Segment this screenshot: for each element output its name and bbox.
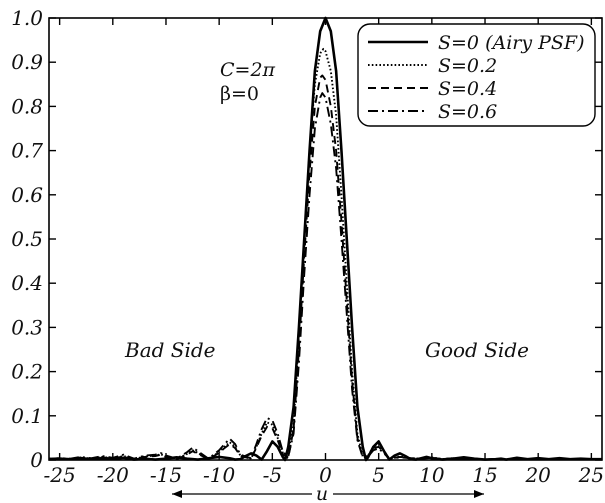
y-tick-label: 0.5 bbox=[11, 227, 43, 251]
x-tick-label: 10 bbox=[419, 463, 445, 487]
legend-label-3: S=0.6 bbox=[438, 101, 497, 123]
x-axis: -25 -20 -15 -10 -5 0 5 10 15 20 25 bbox=[44, 18, 604, 487]
good-side-label: Good Side bbox=[425, 338, 529, 362]
x-tick-label: -5 bbox=[263, 463, 282, 487]
x-tick-label: -20 bbox=[97, 463, 129, 487]
legend-label-0: S=0 (Airy PSF) bbox=[438, 32, 585, 54]
y-tick-label: 0.3 bbox=[11, 315, 43, 339]
series-layer bbox=[48, 16, 602, 462]
x-tick-label: 20 bbox=[524, 463, 551, 487]
legend-label-2: S=0.4 bbox=[438, 78, 497, 100]
y-tick-label: 0.8 bbox=[11, 94, 43, 118]
legend-box bbox=[357, 23, 596, 127]
y-tick-label: 0.7 bbox=[11, 139, 43, 163]
x-axis-arrowhead-right bbox=[474, 490, 484, 498]
x-tick-label: 15 bbox=[472, 463, 497, 487]
x-tick-label: 5 bbox=[372, 463, 385, 487]
y-tick-label: 0.6 bbox=[11, 183, 43, 207]
y-axis: 0 0.1 0.2 0.3 0.4 0.5 0.6 0.7 0.8 0.9 1.0 bbox=[11, 6, 602, 472]
y-tick-label: 0.4 bbox=[11, 271, 43, 295]
legend-items: S=0 (Airy PSF)S=0.2S=0.4S=0.6 bbox=[368, 32, 585, 123]
series-line-2 bbox=[48, 74, 602, 461]
y-tick-label: 0.9 bbox=[11, 50, 43, 74]
series-line-3 bbox=[48, 92, 602, 461]
x-tick-label: 0 bbox=[319, 463, 332, 487]
y-tick-label: 0 bbox=[30, 448, 43, 472]
x-axis-title: u bbox=[316, 483, 328, 503]
x-tick-label: -15 bbox=[150, 463, 182, 487]
c-annotation: C=2π bbox=[220, 59, 276, 81]
legend: S=0 (Airy PSF)S=0.2S=0.4S=0.6 bbox=[357, 23, 596, 127]
x-tick-label: 25 bbox=[578, 463, 604, 487]
bad-side-label: Bad Side bbox=[124, 338, 216, 362]
x-tick-label: -10 bbox=[203, 463, 235, 487]
x-axis-arrowhead-left bbox=[172, 490, 182, 498]
x-axis-label: u bbox=[172, 483, 484, 503]
y-tick-label: 0.2 bbox=[11, 360, 43, 384]
y-tick-label: 0.1 bbox=[11, 404, 43, 428]
y-tick-label: 1.0 bbox=[11, 6, 43, 30]
x-tick-label: -25 bbox=[44, 463, 76, 487]
legend-label-1: S=0.2 bbox=[438, 55, 497, 77]
beta-annotation: β=0 bbox=[220, 83, 259, 105]
